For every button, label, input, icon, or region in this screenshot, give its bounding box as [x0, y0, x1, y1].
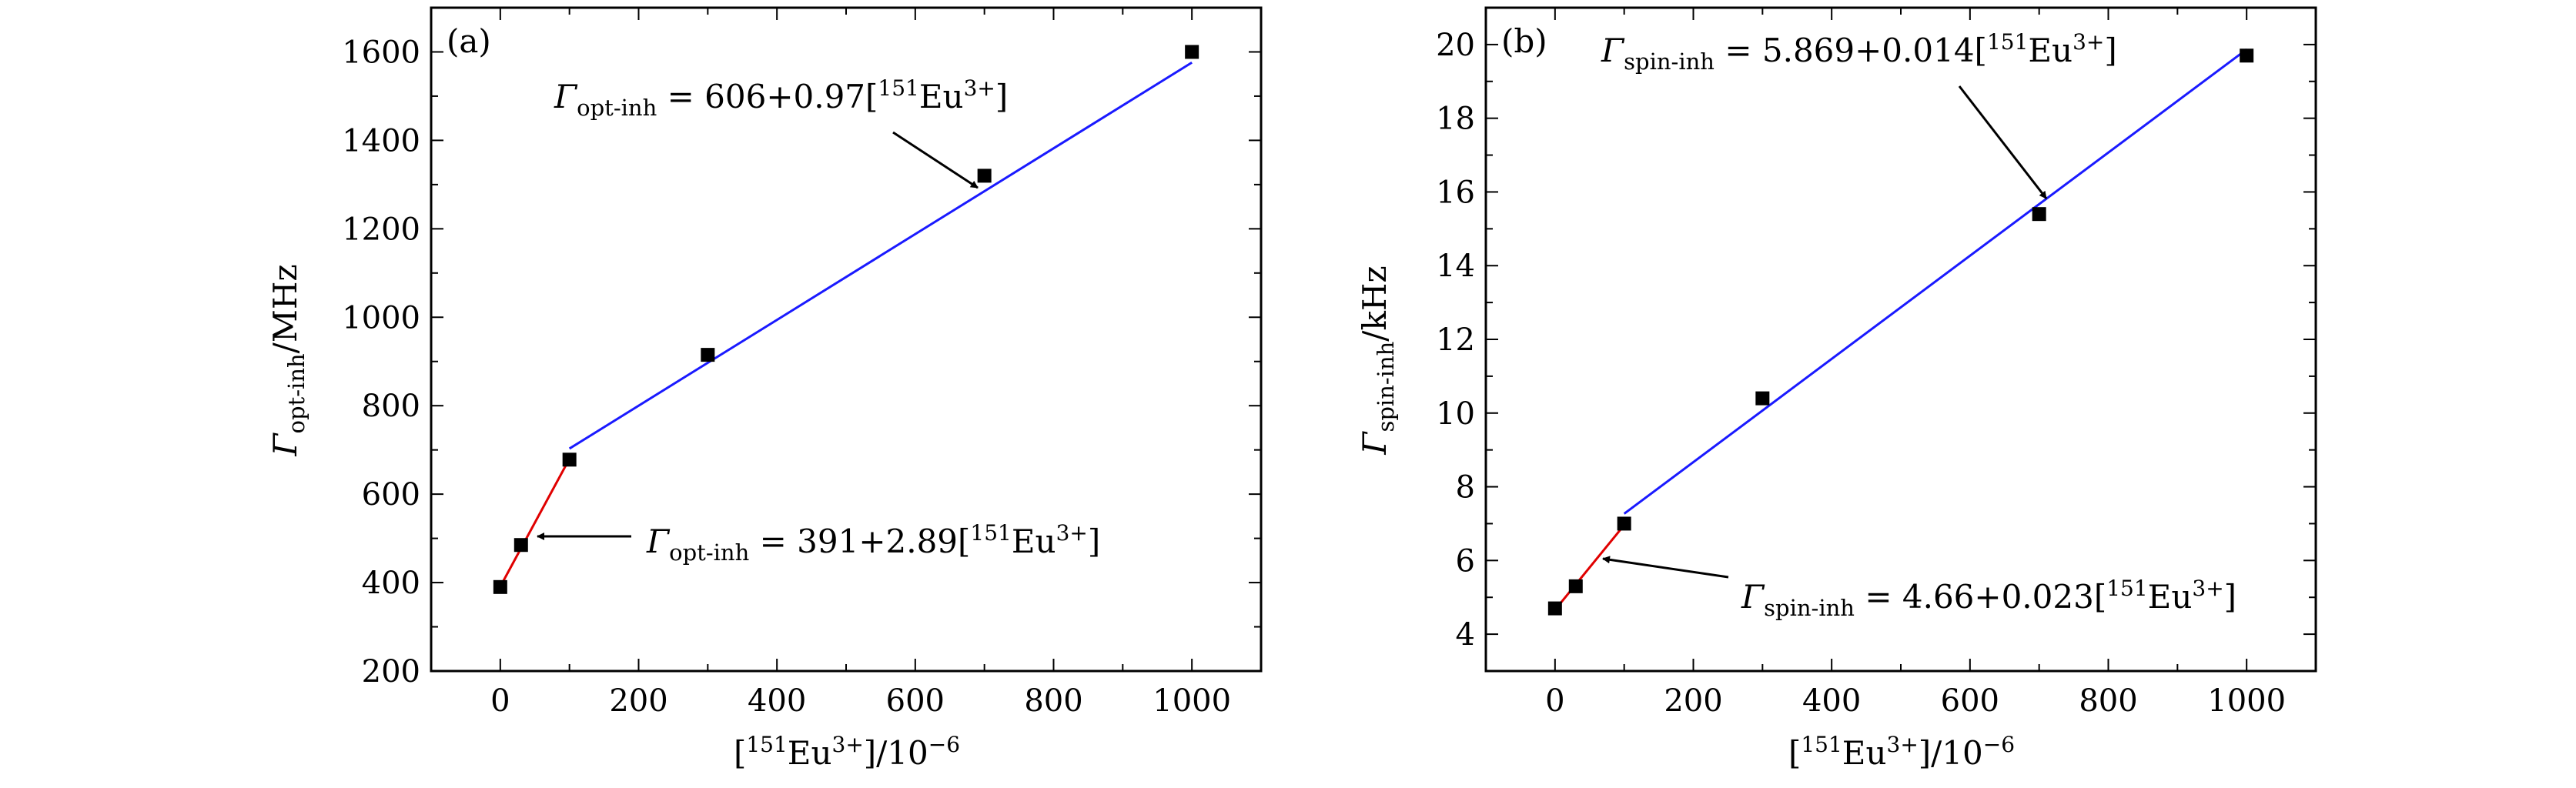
panel-a-data-point — [701, 348, 715, 362]
panel-b-annotation-upper: Γspin-inh = 5.869+0.014[151Eu3+] — [1601, 29, 2117, 75]
panel-b-y-tick-label: 18 — [1436, 102, 1475, 137]
panel-a-fit-line-blue — [568, 61, 1193, 450]
panel-b-y-tick-label: 8 — [1456, 470, 1475, 506]
panel-b-x-tick-label: 0 — [1545, 683, 1564, 719]
panel-b-ylabel: Γspin-inh/kHz — [1356, 265, 1399, 455]
panel-a-y-tick-label: 200 — [362, 654, 420, 690]
panel-b-data-point — [1617, 516, 1631, 531]
panel-b-x-tick-label: 400 — [1802, 683, 1861, 719]
panel-b-x-tick-label: 200 — [1664, 683, 1722, 719]
panel-a-data-point — [977, 169, 992, 183]
panel-b-data-point — [1547, 601, 1562, 616]
panel-b-x-tick-label: 800 — [2079, 683, 2137, 719]
panel-a-y-tick-label: 800 — [362, 389, 420, 424]
panel-b-data-point — [2032, 207, 2046, 222]
panel-b: 0 200 400 600 800 1000 4 6 8 10 12 14 16 18 20 (b) Γsp… — [1356, 6, 2317, 772]
panel-b-plot: 0 200 400 600 800 1000 4 6 8 10 12 14 16 18 20 — [1436, 6, 2317, 719]
panel-b-data-point — [1568, 579, 1583, 593]
panel-a-label: (a) — [447, 22, 491, 60]
panel-a-x-tick-label: 800 — [1024, 683, 1082, 719]
panel-b-y-tick-label: 6 — [1456, 543, 1475, 579]
panel-a-data-point — [562, 452, 577, 467]
panel-a-annotation-upper: Γopt-inh = 606+0.97[151Eu3+] — [554, 75, 1008, 121]
panel-b-y-tick-label: 16 — [1436, 175, 1475, 210]
panel-b-axes-frame — [1484, 6, 2317, 673]
panel-a-fit-line-red — [499, 458, 570, 587]
panel-a-y-tick-label: 400 — [362, 566, 420, 601]
panel-b-arrow-upper — [1958, 85, 2048, 199]
panel-b-x-tick-label: 600 — [1941, 683, 1999, 719]
panel-a-y-tick-label: 600 — [362, 477, 420, 513]
panel-a-ylabel: Γopt-inh/MHz — [266, 264, 309, 456]
panel-b-fit-line-red — [1554, 524, 1625, 611]
panel-a-y-tick-label: 1400 — [342, 123, 420, 159]
panel-a-data-point — [1185, 45, 1199, 59]
panel-a-x-tick-label: 0 — [490, 683, 510, 719]
panel-b-arrow-lower — [1602, 556, 1729, 579]
panel-a-arrow-upper — [892, 131, 979, 189]
panel-a-y-tick-label: 1600 — [342, 35, 420, 70]
panel-b-y-tick-label: 12 — [1436, 322, 1475, 358]
panel-a-annotation-lower: Γopt-inh = 391+2.89[151Eu3+] — [646, 520, 1100, 566]
panel-a-x-tick-label: 200 — [609, 683, 667, 719]
panel-b-y-tick-label: 20 — [1436, 28, 1475, 63]
panel-b-data-point — [2240, 48, 2254, 63]
panel-a-x-tick-label: 400 — [748, 683, 806, 719]
panel-a-data-point — [514, 538, 528, 553]
panel-a-x-tick-label: 1000 — [1153, 683, 1231, 719]
panel-b-annotation-lower: Γspin-inh = 4.66+0.023[151Eu3+] — [1741, 576, 2236, 621]
panel-b-data-point — [1755, 391, 1770, 406]
panel-b-y-tick-label: 4 — [1456, 617, 1475, 653]
panel-a-plot: 0 200 400 600 800 1000 200 400 600 800 1000 1200 140… — [342, 6, 1263, 719]
panel-b-label: (b) — [1501, 22, 1547, 60]
panel-b-x-tick-label: 1000 — [2207, 683, 2286, 719]
panel-b-fit-line-blue — [1623, 48, 2248, 515]
panel-b-y-tick-label: 10 — [1436, 396, 1475, 432]
panel-a-xlabel: [151Eu3+]/10−6 — [734, 732, 960, 772]
panel-a: 0 200 400 600 800 1000 200 400 600 800 1000 1200 140… — [266, 6, 1263, 772]
panel-a-data-point — [493, 579, 507, 594]
panel-a-y-tick-label: 1200 — [342, 212, 420, 247]
panel-b-xlabel: [151Eu3+]/10−6 — [1788, 732, 2015, 772]
panel-a-x-tick-label: 600 — [886, 683, 945, 719]
panel-b-y-tick-label: 14 — [1436, 249, 1475, 284]
panel-a-y-tick-label: 1000 — [342, 300, 420, 336]
